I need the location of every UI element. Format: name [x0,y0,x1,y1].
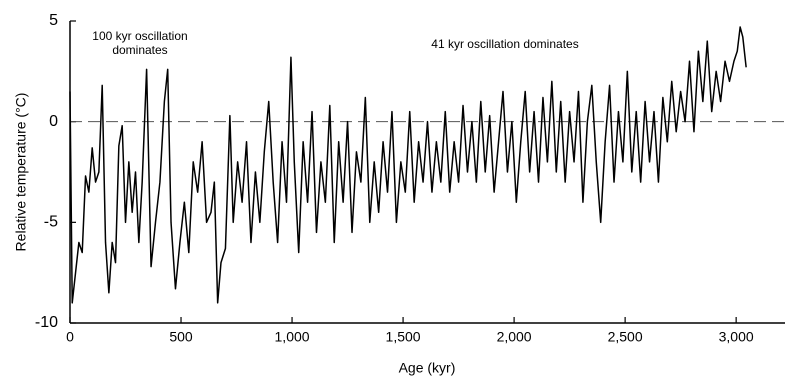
annotation: dominates [112,43,167,57]
annotation: 41 kyr oscillation dominates [431,37,578,51]
x-tick-label: 2,000 [497,329,532,345]
y-tick-label: 0 [49,113,58,130]
y-tick-label: -10 [35,314,58,331]
x-tick-label: 500 [169,329,193,345]
y-tick-label: 5 [49,12,58,29]
x-axis-label: Age (kyr) [399,360,456,376]
annotation: 100 kyr oscillation [92,29,187,43]
y-tick-label: -5 [44,214,58,231]
x-tick-label: 2,500 [608,329,643,345]
x-tick-label: 1,500 [386,329,421,345]
y-axis-label: Relative temperature (°C) [13,93,29,252]
x-tick-label: 3,000 [719,329,754,345]
x-tick-label: 0 [66,329,74,345]
x-tick-label: 1,000 [275,329,310,345]
data-line [69,26,747,304]
